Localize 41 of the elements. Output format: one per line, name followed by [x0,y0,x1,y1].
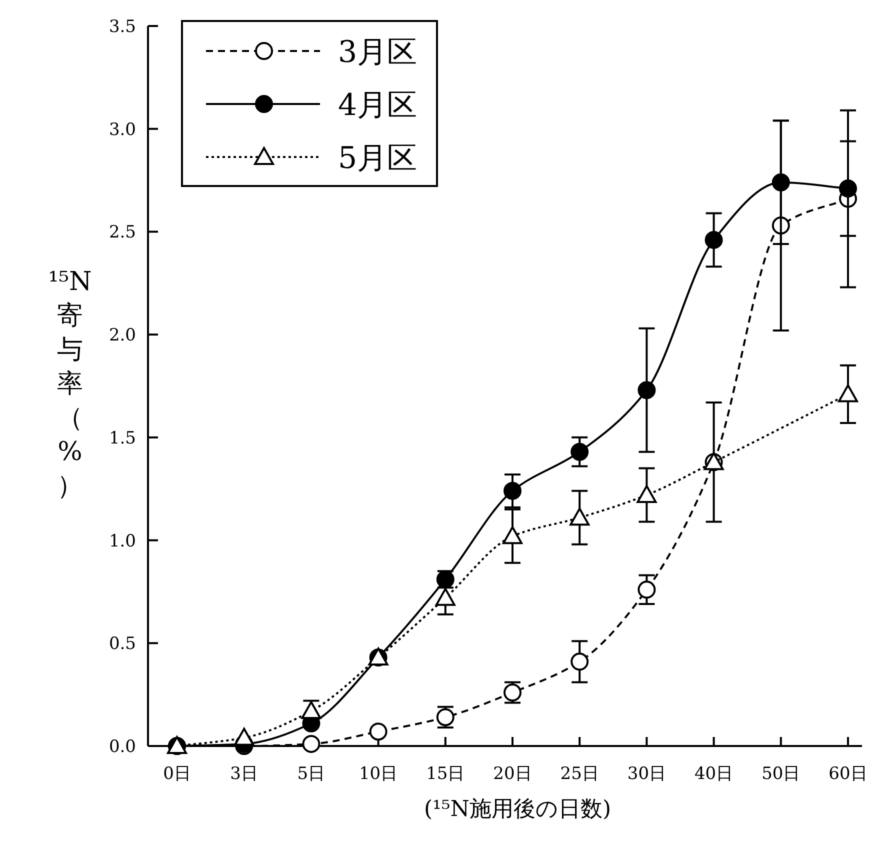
x-tick-label: 40日 [694,764,734,784]
y-tick-label: 1.5 [108,428,136,448]
x-tick-label: 15日 [426,764,465,784]
point [504,482,522,500]
x-tick-label: 30日 [627,764,666,784]
y-tick-label: 2.0 [108,326,136,346]
point [570,652,589,671]
point [234,728,254,746]
x-tick-label: 60日 [828,764,868,784]
point [772,173,790,192]
y-tick-label: 1.0 [108,531,136,552]
point [839,180,857,198]
point [638,381,656,400]
y-axis-title: ¹⁵N寄与率（%） [48,267,92,501]
point [570,508,590,526]
y-tick-label: 2.5 [108,222,136,243]
point [435,588,456,606]
x-tick-label: 3日 [230,764,258,784]
x-tick-label: 10日 [358,764,398,784]
x-axis-title: (¹⁵N施用後の日数) [424,797,612,822]
x-tick-label: 50日 [762,764,800,784]
x-tick-label: 5日 [297,764,326,784]
legend-label: 3月区 [338,35,418,70]
point [301,701,322,720]
point [838,384,858,402]
point [638,580,656,599]
x-tick-label: 25日 [560,764,599,784]
point [570,442,589,461]
point [302,734,320,753]
y-tick-label: 0.0 [108,737,136,757]
legend-label: 5月区 [338,141,418,176]
point [369,722,388,741]
point [704,230,723,249]
y-tick-label: 3.5 [108,17,136,37]
x-tick-label: 0日 [163,764,191,784]
y-tick-label: 0.5 [108,634,136,654]
x-tick-label: 20日 [493,764,532,784]
point [636,485,657,504]
y-tick-label: 3.0 [108,120,136,140]
legend-label: 4月区 [338,88,418,123]
point [502,526,522,544]
